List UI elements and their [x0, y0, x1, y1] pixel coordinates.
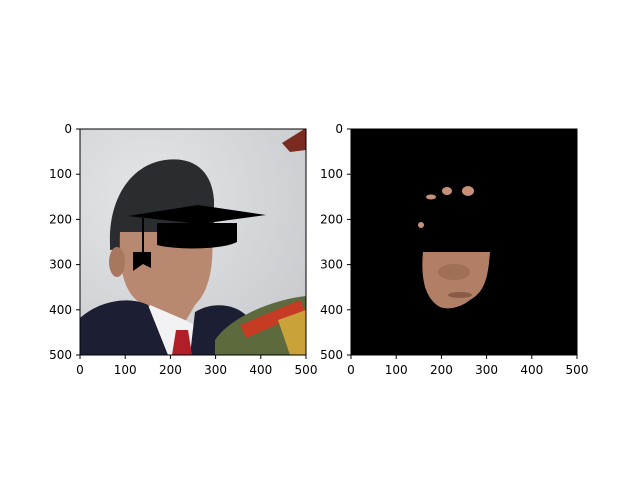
left-y-tick-label: 400 [49, 303, 72, 317]
left-x-tick-label: 500 [295, 363, 318, 377]
left-x-tick-label: 400 [249, 363, 272, 377]
right-x-tick-label: 300 [475, 363, 498, 377]
right-x-tick-label: 400 [520, 363, 543, 377]
right-y-axis: 0 100 200 300 400 500 [320, 122, 351, 362]
left-y-tick-label: 0 [64, 122, 72, 136]
right-x-tick-label: 0 [347, 363, 355, 377]
right-y-tick-label: 300 [320, 258, 343, 272]
left-y-tick-label: 300 [49, 258, 72, 272]
right-x-tick-label: 100 [385, 363, 408, 377]
left-y-axis: 0 100 200 300 400 500 [49, 122, 80, 362]
right-y-tick-label: 200 [320, 212, 343, 226]
right-y-tick-label: 0 [335, 122, 343, 136]
left-x-tick-label: 0 [76, 363, 84, 377]
right-panel: 0 100 200 300 400 500 0 100 200 300 400 500 [320, 122, 588, 377]
left-y-tick-label: 200 [49, 212, 72, 226]
right-x-tick-label: 500 [566, 363, 589, 377]
right-axes-frame [350, 128, 578, 356]
right-y-tick-label: 100 [320, 167, 343, 181]
mask-bar [418, 240, 494, 252]
left-y-tick-label: 500 [49, 348, 72, 362]
left-x-tick-label: 300 [204, 363, 227, 377]
right-x-tick-label: 200 [430, 363, 453, 377]
left-x-axis: 0 100 200 300 400 500 [76, 355, 317, 377]
right-x-axis: 0 100 200 300 400 500 [347, 355, 588, 377]
segmentation-image [351, 129, 577, 355]
left-y-tick-label: 100 [49, 167, 72, 181]
left-panel: 0 100 200 300 400 500 0 100 200 300 400 500 [49, 122, 317, 377]
left-x-tick-label: 100 [114, 363, 137, 377]
right-y-tick-label: 500 [320, 348, 343, 362]
left-x-tick-label: 200 [159, 363, 182, 377]
graduation-cap-icon [128, 205, 266, 271]
right-y-tick-label: 400 [320, 303, 343, 317]
left-axes-frame [79, 128, 307, 356]
photo-image [80, 129, 306, 355]
